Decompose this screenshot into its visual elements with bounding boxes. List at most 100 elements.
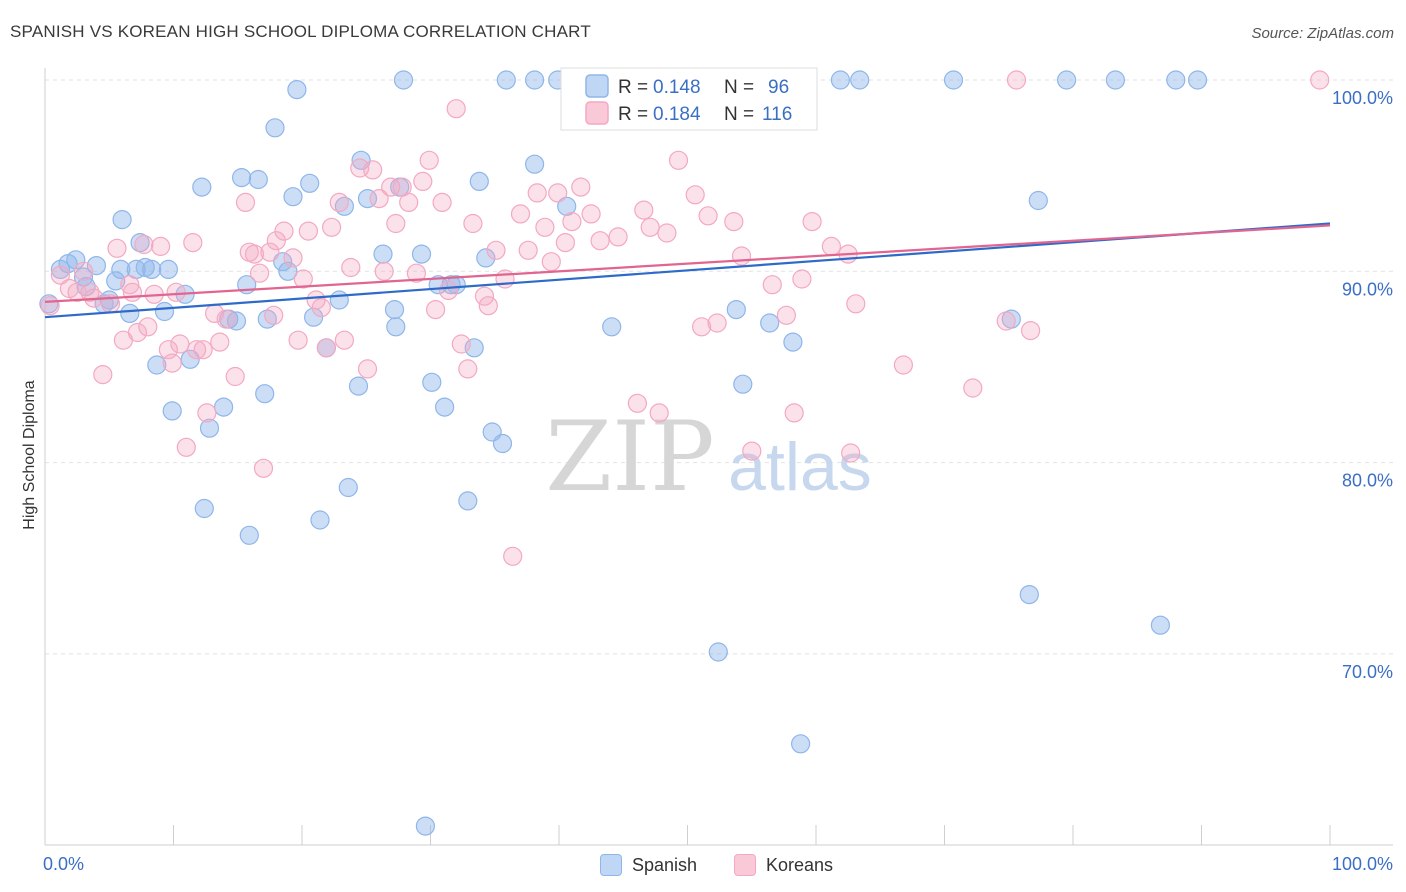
point-spanish-31 [239, 525, 259, 545]
point-koreans-23 [183, 233, 203, 253]
point-spanish-75 [708, 642, 728, 662]
point-spanish-38 [283, 187, 303, 207]
point-spanish-64 [469, 171, 489, 191]
point-koreans-36 [260, 242, 280, 262]
point-koreans-85 [590, 231, 610, 251]
point-koreans-41 [288, 330, 308, 350]
point-koreans-65 [438, 280, 459, 300]
point-koreans-67 [451, 334, 471, 354]
point-spanish-57 [422, 372, 442, 392]
point-koreans-89 [640, 217, 660, 237]
point-koreans-55 [374, 261, 394, 281]
point-koreans-43 [298, 221, 318, 241]
point-spanish-32 [248, 169, 268, 190]
correlation-legend: R = 0.148 N = 96 R = 0.184 N = 116 [560, 67, 818, 131]
bottom-legend-item-spanish: Spanish [600, 852, 697, 878]
point-spanish-68 [496, 70, 516, 90]
point-koreans-62 [419, 150, 439, 170]
point-spanish-89 [1019, 584, 1039, 605]
point-koreans-71 [478, 296, 498, 316]
bottom-legend-swatch-koreans [734, 854, 756, 876]
point-koreans-11 [120, 275, 140, 295]
point-koreans-95 [698, 206, 718, 226]
point-koreans-74 [503, 546, 523, 566]
legend-n-label-spanish: N = [724, 77, 754, 98]
point-koreans-79 [541, 252, 561, 272]
trendline-koreans [44, 224, 1331, 304]
point-koreans-108 [846, 294, 866, 314]
point-koreans-25 [193, 340, 213, 360]
point-koreans-60 [406, 263, 426, 283]
bottom-legend-label-spanish: Spanish [632, 854, 698, 875]
point-koreans-29 [216, 309, 236, 329]
point-spanish-20 [162, 401, 182, 421]
point-spanish-35 [265, 118, 285, 138]
point-koreans-105 [821, 236, 842, 256]
point-koreans-104 [802, 212, 822, 232]
point-koreans-113 [1020, 321, 1041, 341]
point-koreans-33 [244, 244, 265, 264]
point-spanish-86 [850, 70, 870, 90]
point-koreans-38 [266, 231, 286, 251]
trend-lines [44, 222, 1331, 319]
legend-swatch-koreans [585, 101, 609, 125]
point-spanish-52 [386, 317, 406, 337]
legend-r-value-spanish: 0.148 [653, 77, 701, 98]
point-koreans-94 [691, 317, 712, 337]
y-tick-label-1: 90.0% [1342, 279, 1393, 299]
point-koreans-107 [841, 443, 861, 463]
point-spanish-47 [348, 376, 369, 396]
legend-n-value-spanish: 96 [768, 77, 789, 98]
point-koreans-103 [792, 269, 812, 289]
point-spanish-95 [1187, 70, 1208, 90]
point-koreans-114 [1310, 70, 1330, 90]
point-spanish-94 [1166, 70, 1186, 90]
point-koreans-37 [264, 305, 284, 325]
point-spanish-24 [194, 498, 214, 519]
legend-r-label-koreans: R = [618, 104, 648, 125]
point-koreans-76 [518, 240, 538, 260]
point-koreans-69 [463, 213, 483, 234]
point-koreans-101 [776, 305, 797, 325]
point-spanish-65 [476, 248, 496, 268]
point-koreans-47 [322, 217, 342, 237]
watermark: ZIP atlas [545, 401, 871, 513]
point-koreans-75 [510, 204, 531, 224]
legend-r-label-spanish: R = [618, 77, 648, 98]
point-koreans-59 [399, 192, 419, 212]
point-koreans-46 [316, 338, 336, 358]
bottom-legend-swatch-spanish [600, 854, 622, 876]
point-koreans-77 [527, 183, 547, 203]
point-koreans-98 [731, 246, 752, 266]
point-koreans-14 [134, 234, 154, 255]
point-koreans-81 [555, 233, 576, 253]
point-koreans-73 [495, 269, 515, 289]
point-koreans-17 [151, 236, 171, 256]
point-spanish-12 [120, 303, 140, 323]
bottom-legend-label-koreans: Koreans [766, 854, 834, 875]
point-koreans-80 [548, 183, 568, 203]
point-spanish-42 [310, 510, 330, 530]
point-koreans-39 [274, 221, 294, 241]
point-koreans-50 [341, 257, 361, 278]
point-koreans-99 [742, 441, 762, 461]
x-tick-label-1: 100.0% [1332, 854, 1393, 874]
point-koreans-84 [581, 204, 601, 224]
point-koreans-1 [50, 265, 71, 285]
watermark-zip: ZIP [545, 401, 714, 513]
point-koreans-28 [210, 332, 230, 352]
point-spanish-87 [943, 70, 964, 90]
point-spanish-51 [384, 300, 405, 320]
point-koreans-57 [386, 213, 406, 234]
point-koreans-12 [122, 282, 142, 302]
point-spanish-56 [415, 816, 435, 836]
point-koreans-30 [225, 366, 245, 387]
y-tick-label-3: 70.0% [1342, 662, 1393, 682]
point-koreans-82 [562, 212, 582, 232]
point-koreans-48 [329, 192, 349, 212]
point-spanish-77 [726, 300, 746, 320]
x-tick-label-0: 0.0% [43, 854, 84, 874]
point-spanish-23 [192, 177, 212, 197]
point-koreans-66 [446, 99, 466, 119]
point-koreans-53 [363, 160, 383, 180]
